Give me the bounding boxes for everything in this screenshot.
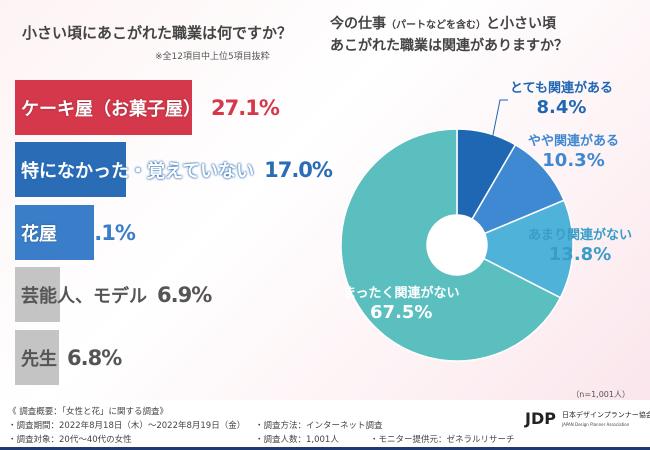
bar: 特になかった・覚えていない 17.0% — [15, 142, 333, 197]
survey-target: ・調査対象：20代～40代の女性 — [8, 435, 132, 445]
leader-line — [489, 99, 508, 151]
bar-fill — [15, 330, 60, 385]
slice-label: とても関連がある 8.4% — [510, 80, 613, 119]
slice-value: 10.3% — [542, 150, 605, 171]
bar-value-label: 27.1% — [211, 95, 280, 120]
bar-fill — [15, 205, 95, 260]
survey-period: ・調査期間：2022年8月18日（木）～2022年8月19日（金） — [8, 421, 246, 431]
bar-label: 花屋 — [21, 223, 57, 245]
logo: JDP — [525, 409, 556, 428]
slice-value: 13.8% — [548, 244, 612, 265]
slice-label: あまり関連がない 13.8% — [528, 227, 632, 266]
bar: ケーキ屋（お菓子屋） 27.1% — [15, 80, 280, 135]
left-chart-title: 小さい頃にあこがれた職業は何ですか？ — [22, 24, 293, 42]
slice-label: やや関連がある 10.3% — [528, 133, 619, 172]
right-chart-title: 今の仕事（パートなどを含む）と小さい頃 あこがれた職業は関連がありますか？ — [330, 14, 568, 56]
title-part: あこがれた職業は関連がありますか？ — [330, 38, 568, 54]
survey-method: ・調査方法：インターネット調査 — [255, 421, 383, 431]
donut-hole — [427, 215, 487, 275]
slice-category: とても関連がある — [510, 81, 613, 96]
slice-category: まったく関連がない — [343, 286, 460, 301]
slice-value: 8.4% — [536, 97, 587, 118]
logo-jp: 日本デザインプランナー協会 — [562, 411, 650, 419]
bar-value-label: 17.0% — [264, 157, 333, 182]
bar-label: ケーキ屋（お菓子屋） — [21, 98, 201, 120]
bar-value-label: 6.8% — [67, 345, 122, 370]
bar-label: 芸能人、モデル — [21, 285, 147, 307]
title-part: （パートなどを含む） — [386, 20, 486, 31]
bar-value-label: 6.9% — [157, 282, 212, 307]
bar-fill — [15, 142, 127, 197]
bar: 先生 6.8% — [15, 330, 122, 385]
bar: 芸能人、モデル 6.9% — [15, 267, 212, 322]
bottom-rule — [0, 447, 650, 450]
title-part: と小さい頃 — [486, 16, 556, 32]
bar: 花屋 12.1% — [15, 205, 136, 260]
footer — [0, 400, 650, 448]
bar-value-label: 12.1% — [67, 220, 136, 245]
bar-label: 特になかった・覚えていない — [21, 160, 255, 182]
bar-fill — [15, 80, 192, 135]
slice-category: やや関連がある — [528, 134, 620, 149]
slice-label: まったく関連がない 67.5% — [343, 285, 459, 324]
slice-value: 67.5% — [370, 302, 433, 323]
logo-en: JAPAN Design Planner Association — [562, 422, 630, 427]
title-part: 今の仕事 — [330, 16, 386, 32]
bar-label: 先生 — [21, 348, 57, 370]
survey-count: ・調査人数：1,001人 — [255, 435, 339, 445]
slice-category: あまり関連がない — [528, 228, 633, 243]
left-chart-note: ※全12項目中上位5項目抜粋 — [155, 52, 270, 62]
sample-size: （n=1,001人） — [571, 390, 630, 399]
survey-summary: 《 調査概要：「女性と花」に関する調査》 — [8, 407, 168, 417]
monitor-provider: ・モニター提供元：ゼネラルリサーチ — [370, 435, 515, 445]
bar-fill — [15, 267, 61, 322]
